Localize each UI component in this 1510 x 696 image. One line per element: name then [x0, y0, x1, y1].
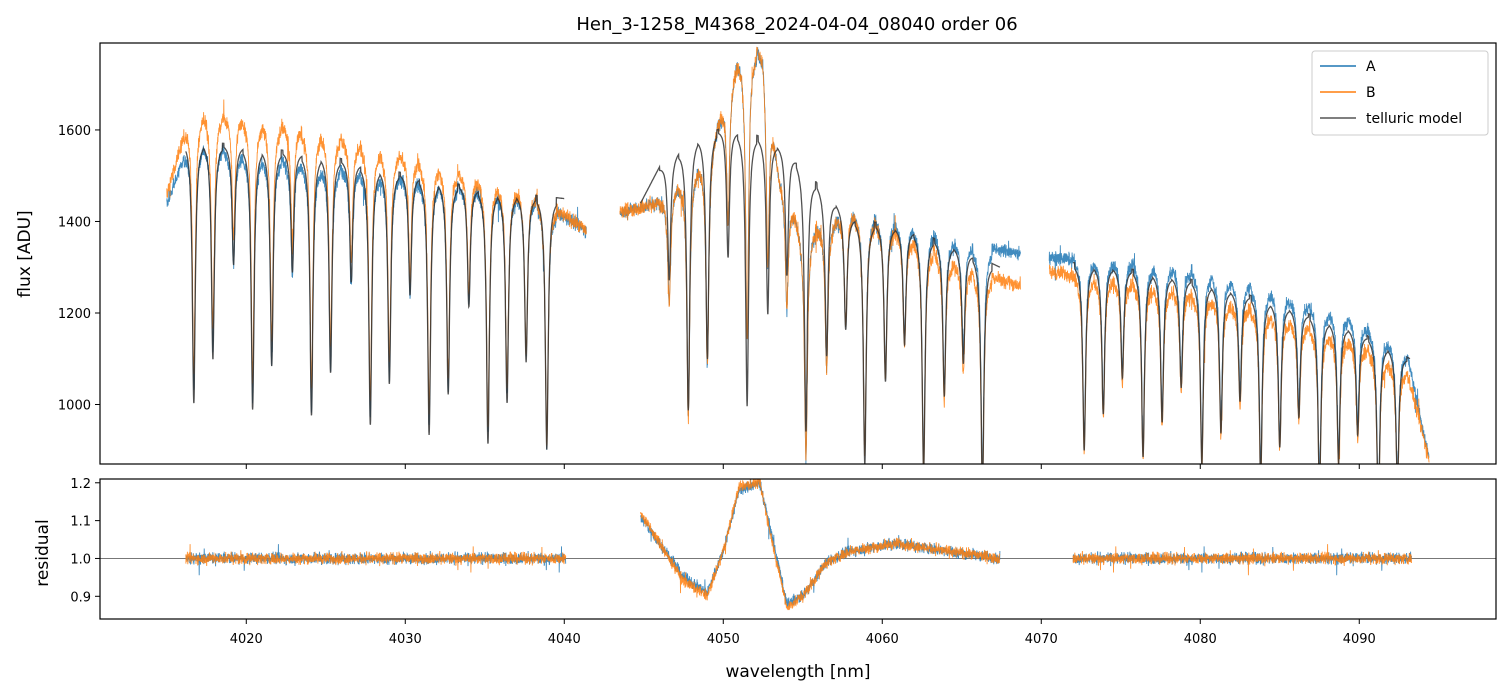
- x-tick-label: 4040: [548, 632, 581, 647]
- flux-y-ticks: 1000 1200 1400 1600: [58, 124, 100, 414]
- flux-y-tick-label: 1000: [58, 399, 91, 414]
- legend-label-A: A: [1366, 59, 1376, 75]
- legend-label-telluric-model: telluric model: [1366, 111, 1462, 127]
- flux-x-ticks: [245, 464, 1360, 469]
- residual-y-tick-label: 0.9: [70, 590, 91, 605]
- flux-plot-area: [166, 46, 1430, 464]
- x-tick-label: 4020: [230, 632, 263, 647]
- residual-y-axis-label: residual: [33, 519, 53, 586]
- legend-label-B: B: [1366, 85, 1376, 101]
- series-B-flux-line: [166, 46, 1430, 464]
- residual-y-tick-label: 1.2: [70, 477, 91, 492]
- series-A-flux-line: [166, 47, 1430, 464]
- x-tick-label: 4070: [1025, 632, 1058, 647]
- residual-y-tick-label: 1.0: [70, 552, 91, 567]
- legend: A B telluric model: [1311, 50, 1489, 136]
- residual-y-ticks: 0.9 1.0 1.1 1.2: [70, 477, 100, 605]
- residual-x-ticks: 4020 4030 4040 4050 4060 4070 4080 4090: [230, 619, 1376, 647]
- flux-y-tick-label: 1200: [58, 307, 91, 322]
- telluric-model-line: [185, 128, 1411, 464]
- residual-axes-frame: [99, 478, 1497, 620]
- x-tick-label: 4050: [707, 632, 740, 647]
- x-tick-label: 4090: [1343, 632, 1376, 647]
- x-tick-label: 4080: [1184, 632, 1217, 647]
- series-B-residual-line: [185, 479, 1412, 611]
- residual-y-tick-label: 1.1: [70, 515, 91, 530]
- flux-y-tick-label: 1400: [58, 215, 91, 230]
- flux-y-axis-label: flux [ADU]: [15, 210, 35, 297]
- flux-y-tick-label: 1600: [58, 124, 91, 139]
- x-tick-label: 4030: [389, 632, 422, 647]
- x-axis-label: wavelength [nm]: [725, 662, 870, 682]
- flux-axes-frame: [99, 42, 1497, 465]
- chart-title: Hen_3-1258_M4368_2024-04-04_08040 order …: [576, 14, 1017, 35]
- series-A-residual-line: [185, 479, 1412, 608]
- residual-plot-area: [100, 479, 1496, 611]
- legend-box: [1311, 50, 1489, 136]
- x-tick-label: 4060: [866, 632, 899, 647]
